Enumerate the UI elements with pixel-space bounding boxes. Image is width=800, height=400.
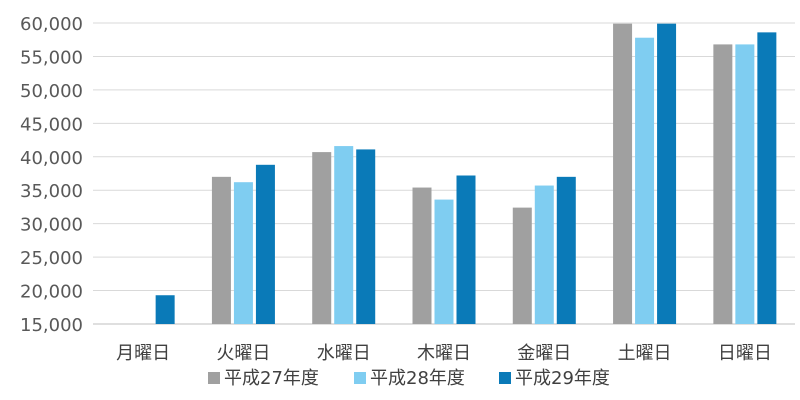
y-tick-label: 55,000 [20, 47, 83, 68]
y-axis-tick-labels: 15,000 20,000 25,000 30,000 35,000 40,000 45,0… [20, 14, 83, 336]
y-tick-label: 60,000 [20, 14, 83, 35]
y-tick-label: 15,000 [20, 315, 83, 336]
bar [312, 152, 332, 324]
x-category-label: 水曜日 [317, 343, 371, 364]
bar [635, 37, 655, 325]
bar [512, 207, 532, 324]
x-axis-category-labels: 月曜日 火曜日 水曜日 木曜日 金曜日 土曜日 日曜日 [116, 343, 772, 364]
y-tick-label: 35,000 [20, 181, 83, 202]
y-tick-label: 25,000 [20, 248, 83, 269]
legend-label: 平成29年度 [515, 368, 610, 389]
bar [334, 146, 354, 324]
bar [211, 176, 231, 324]
y-tick-label: 45,000 [20, 114, 83, 135]
bar [356, 149, 376, 324]
bar [155, 295, 175, 324]
legend-label: 平成27年度 [224, 368, 319, 389]
y-tick-label: 30,000 [20, 215, 83, 236]
bar [255, 164, 275, 324]
legend-swatch [499, 372, 511, 384]
y-tick-label: 20,000 [20, 282, 83, 303]
legend: 平成27年度 平成28年度 平成29年度 [208, 368, 610, 389]
bar [456, 175, 476, 324]
legend-swatch [208, 372, 220, 384]
x-category-label: 木曜日 [417, 343, 471, 364]
x-category-label: 月曜日 [116, 343, 170, 364]
bar [657, 23, 677, 325]
bar [613, 23, 633, 325]
x-category-label: 土曜日 [618, 343, 672, 364]
bar [556, 176, 576, 324]
bar [735, 44, 755, 324]
gridlines [93, 22, 795, 325]
bar [757, 32, 777, 325]
bars [155, 23, 777, 325]
bar [233, 182, 253, 324]
bar [713, 44, 733, 324]
bar [412, 187, 432, 324]
x-category-label: 日曜日 [718, 343, 772, 364]
legend-swatch [354, 372, 366, 384]
y-tick-label: 50,000 [20, 81, 83, 102]
bar [534, 185, 554, 324]
x-category-label: 金曜日 [517, 343, 571, 364]
bar [434, 199, 454, 324]
legend-label: 平成28年度 [370, 368, 465, 389]
x-category-label: 火曜日 [216, 343, 270, 364]
y-tick-label: 40,000 [20, 148, 83, 169]
